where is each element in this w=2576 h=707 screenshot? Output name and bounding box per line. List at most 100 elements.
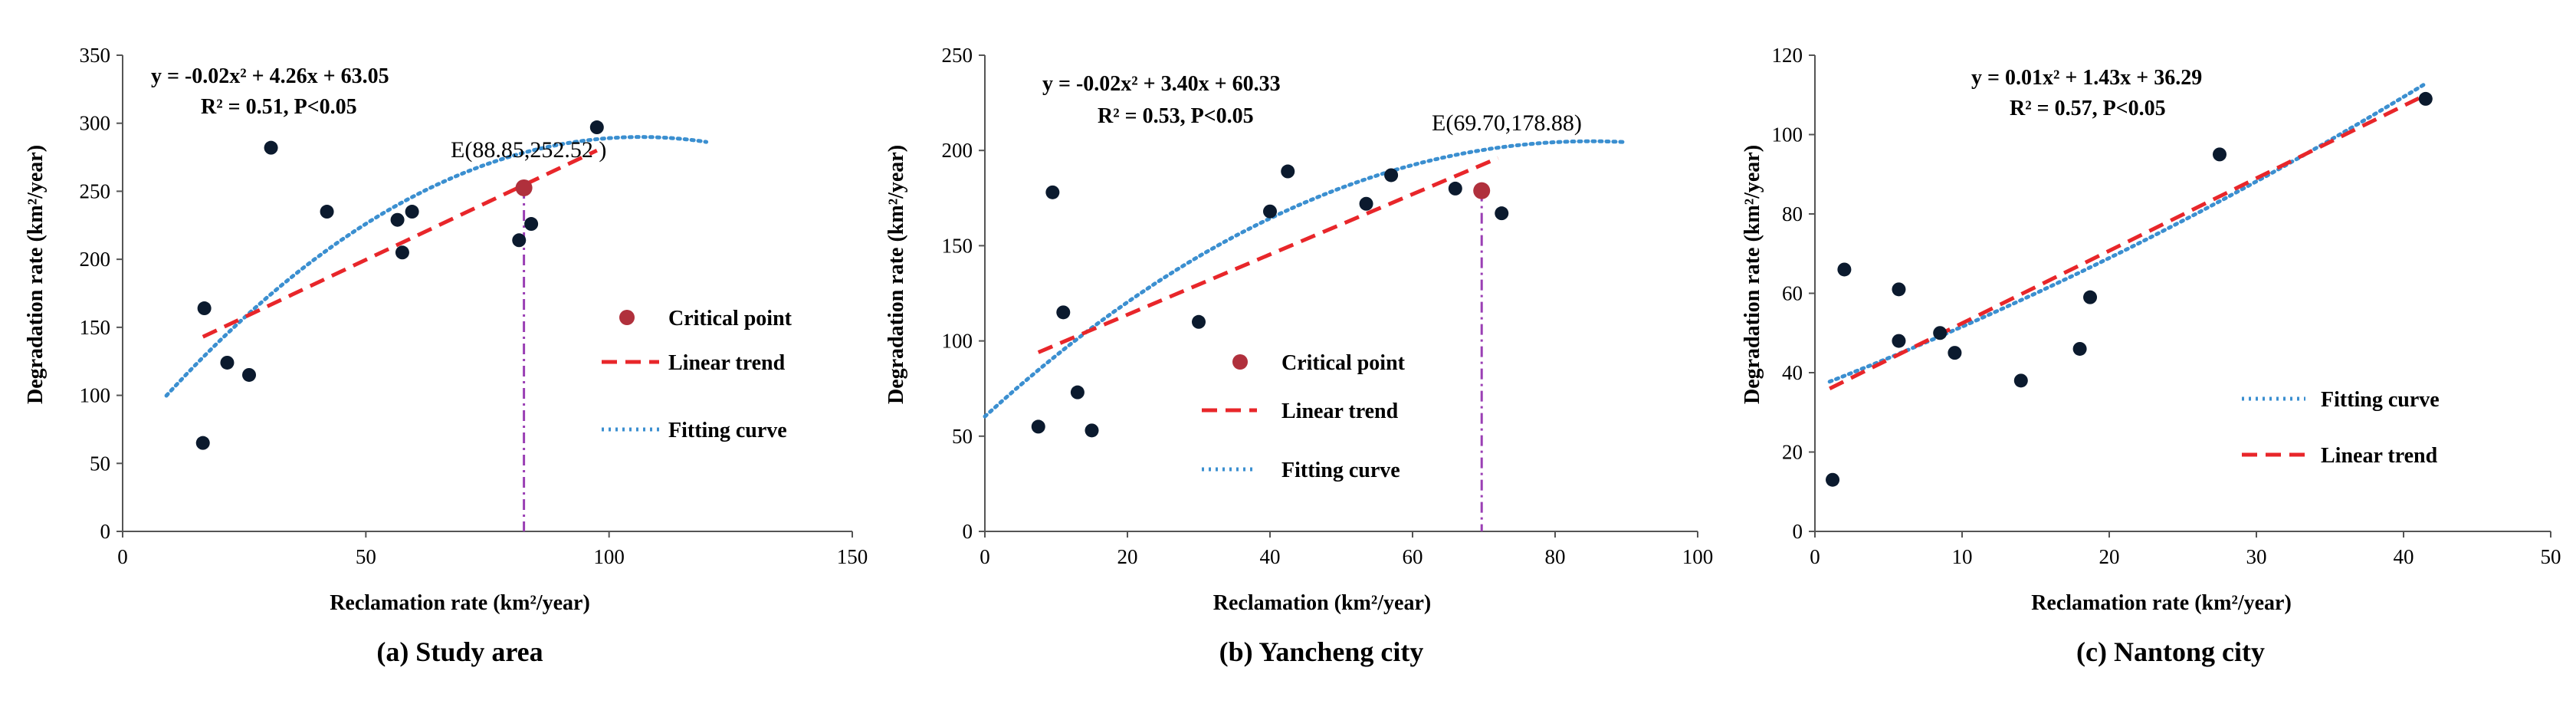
legend-critical-marker bbox=[619, 310, 635, 325]
data-point bbox=[1085, 423, 1099, 438]
panel-b-ylabel: Degradation rate (km²/year) bbox=[884, 145, 908, 404]
panel-a-caption: (a) Study area bbox=[376, 636, 543, 667]
y-tick-label: 0 bbox=[963, 520, 973, 543]
data-point bbox=[1263, 204, 1277, 219]
linear-trend-line bbox=[1037, 156, 1499, 354]
panel-b-equation: y = -0.02x² + 3.40x + 60.33 bbox=[1042, 72, 1281, 96]
y-tick-label: 120 bbox=[1772, 44, 1803, 67]
critical-point bbox=[1473, 182, 1491, 199]
panel-a-r2: R² = 0.51, P<0.05 bbox=[201, 95, 357, 119]
x-tick-label: 30 bbox=[2246, 545, 2267, 568]
x-tick-label: 0 bbox=[980, 545, 990, 568]
fitting-curve bbox=[164, 135, 709, 398]
y-tick-label: 0 bbox=[100, 520, 111, 543]
panel-a-ylabel: Degradation rate (km²/year) bbox=[24, 145, 48, 404]
data-point bbox=[320, 205, 334, 219]
data-point bbox=[242, 367, 257, 382]
y-tick-label: 0 bbox=[1793, 520, 1803, 543]
x-tick-label: 10 bbox=[1952, 545, 1973, 568]
data-point bbox=[524, 217, 539, 232]
panel-a-critical-label: E(88.85,252.52 ) bbox=[451, 137, 606, 163]
data-point bbox=[1359, 196, 1373, 211]
panel-b-r2: R² = 0.53, P<0.05 bbox=[1098, 104, 1254, 128]
data-point bbox=[1837, 262, 1852, 277]
fitting-curve bbox=[1827, 81, 2428, 384]
data-point bbox=[395, 245, 409, 260]
legend-critical-label: Critical point bbox=[1281, 351, 1406, 375]
x-tick-label: 40 bbox=[1260, 545, 1281, 568]
data-point bbox=[1892, 282, 1906, 297]
data-point bbox=[220, 355, 235, 370]
data-point bbox=[1070, 385, 1085, 400]
data-point bbox=[2013, 373, 2028, 388]
linear-trend-line bbox=[202, 148, 598, 339]
x-tick-label: 50 bbox=[2541, 545, 2561, 568]
panel-a-xlabel: Reclamation rate (km²/year) bbox=[330, 591, 590, 615]
linear-trend-line bbox=[1829, 93, 2427, 390]
y-tick-label: 80 bbox=[1782, 202, 1803, 225]
data-point bbox=[2213, 147, 2227, 162]
panel-c-ylabel: Degradation rate (km²/year) bbox=[1741, 145, 1764, 404]
x-tick-label: 100 bbox=[593, 545, 625, 568]
legend-critical-marker bbox=[1232, 354, 1248, 370]
y-tick-label: 250 bbox=[942, 44, 973, 67]
data-point bbox=[512, 233, 527, 248]
panel-c-xlabel: Reclamation rate (km²/year) bbox=[2031, 591, 2292, 615]
y-tick-label: 300 bbox=[80, 112, 111, 135]
y-tick-label: 20 bbox=[1782, 441, 1803, 464]
data-point bbox=[1933, 326, 1948, 340]
x-tick-label: 150 bbox=[837, 545, 868, 568]
panel-b-critical-label: E(69.70,178.88) bbox=[1432, 110, 1582, 136]
panel-c-equation: y = 0.01x² + 1.43x + 36.29 bbox=[1971, 66, 2202, 90]
legend-linear-label: Linear trend bbox=[2321, 444, 2438, 468]
legend-fitting-label: Fitting curve bbox=[1281, 459, 1400, 482]
data-point bbox=[264, 140, 278, 155]
panel-b-plot: 0 50 100 150 200 250 0 20 40 60 80 100 bbox=[942, 44, 1714, 568]
panel-b-caption: (b) Yancheng city bbox=[1219, 636, 1424, 667]
data-point bbox=[2418, 91, 2433, 106]
y-tick-label: 250 bbox=[80, 179, 111, 202]
panel-b-legend: Critical point Linear trend Fitting curv… bbox=[1202, 351, 1406, 482]
data-point bbox=[1495, 206, 1509, 221]
legend-critical-label: Critical point bbox=[668, 307, 792, 330]
panel-b-xlabel: Reclamation (km²/year) bbox=[1213, 591, 1431, 615]
panel-a-equation: y = -0.02x² + 4.26x + 63.05 bbox=[151, 64, 389, 88]
legend-linear-label: Linear trend bbox=[1281, 400, 1399, 423]
data-point bbox=[1056, 305, 1071, 320]
panel-c-plot: 0 20 40 60 80 100 120 0 10 20 30 40 50 bbox=[1772, 44, 2561, 568]
x-tick-label: 60 bbox=[1403, 545, 1423, 568]
y-tick-label: 40 bbox=[1782, 361, 1803, 384]
data-point bbox=[1384, 168, 1399, 183]
data-point bbox=[197, 301, 212, 316]
data-point bbox=[1045, 185, 1060, 199]
y-tick-label: 350 bbox=[80, 44, 111, 67]
data-point bbox=[1192, 314, 1206, 329]
data-point bbox=[2072, 341, 2087, 356]
y-tick-label: 50 bbox=[952, 425, 973, 448]
y-tick-label: 150 bbox=[942, 234, 973, 257]
data-point bbox=[1281, 164, 1295, 179]
panel-c: 0 20 40 60 80 100 120 0 10 20 30 40 50 Degradation r… bbox=[1741, 44, 2561, 667]
x-tick-label: 100 bbox=[1682, 545, 1714, 568]
legend-fitting-label: Fitting curve bbox=[668, 419, 787, 442]
x-tick-label: 0 bbox=[1810, 545, 1820, 568]
x-tick-label: 20 bbox=[1117, 545, 1138, 568]
panel-a-plot: 0 50 100 150 200 250 300 350 0 50 100 150 bbox=[80, 44, 868, 568]
critical-point bbox=[515, 179, 533, 196]
panel-c-legend: Fitting curve Linear trend bbox=[2242, 388, 2440, 468]
data-point bbox=[589, 120, 604, 135]
y-tick-label: 100 bbox=[80, 384, 111, 407]
x-tick-label: 20 bbox=[2099, 545, 2120, 568]
x-tick-label: 80 bbox=[1545, 545, 1566, 568]
y-tick-label: 200 bbox=[80, 248, 111, 271]
x-tick-label: 50 bbox=[356, 545, 376, 568]
y-tick-label: 200 bbox=[942, 139, 973, 162]
data-point bbox=[1892, 334, 1906, 348]
data-point bbox=[390, 212, 405, 227]
panel-a-legend: Critical point Linear trend Fitting curv… bbox=[602, 307, 792, 442]
y-tick-label: 50 bbox=[90, 452, 110, 475]
data-point bbox=[1826, 472, 1840, 487]
panel-b: 0 50 100 150 200 250 0 20 40 60 80 100 Degradation … bbox=[884, 44, 1713, 667]
panel-c-caption: (c) Nantong city bbox=[2076, 636, 2265, 667]
